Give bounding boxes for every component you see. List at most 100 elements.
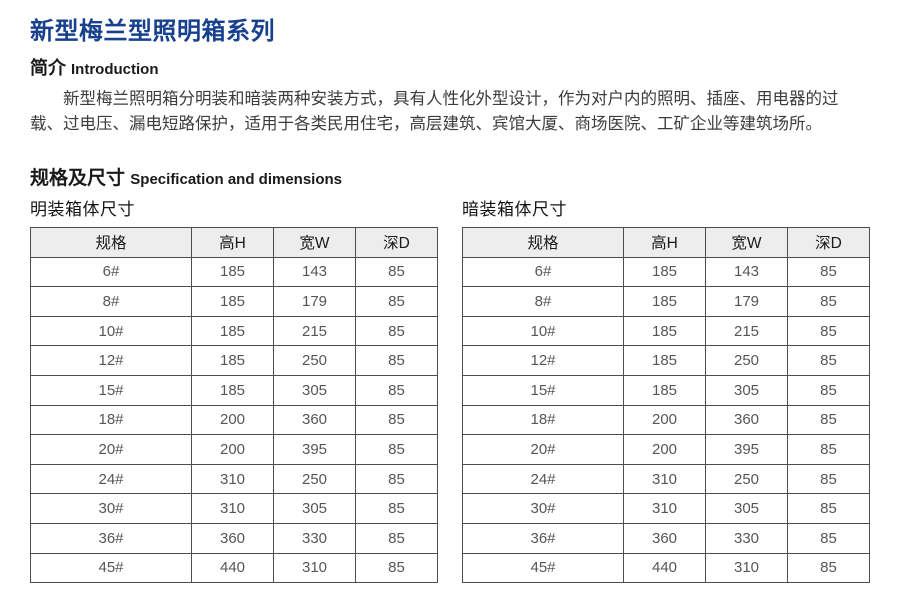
table-cell: 250 xyxy=(273,345,356,376)
table-cell: 310 xyxy=(191,463,274,495)
table-row: 30# 310 305 85 xyxy=(30,493,438,524)
table-cell: 250 xyxy=(705,345,788,376)
table-cell: 200 xyxy=(623,404,706,436)
table-cell: 179 xyxy=(705,286,788,317)
spec-section-heading: 规格及尺寸 Specification and dimensions xyxy=(30,163,342,190)
intro-paragraph-line-2: 载、过电压、漏电短路保护，适用于各类民用住宅，高层建筑、宾馆大厦、商场医院、工矿… xyxy=(30,115,822,133)
table-cell: 85 xyxy=(355,552,438,584)
table-cell: 15# xyxy=(30,374,192,406)
column-header: 高H xyxy=(623,227,706,258)
table-cell: 85 xyxy=(355,256,438,288)
table-cell: 305 xyxy=(705,493,788,524)
concealed-dimensions-table: 规格 高H 宽W 深D 6# 185 143 85 8# 185 179 85 10# 185 215 85… xyxy=(462,227,870,584)
concealed-table-block: 暗装箱体尺寸 规格 高H 宽W 深D 6# 185 143 85 8# 185 179 85 10# 1… xyxy=(462,195,870,584)
table-cell: 6# xyxy=(30,256,192,288)
table-cell: 310 xyxy=(623,493,706,524)
table-cell: 85 xyxy=(787,345,870,376)
table-cell: 85 xyxy=(355,522,438,554)
table-cell: 85 xyxy=(787,315,870,347)
table-cell: 10# xyxy=(462,315,624,347)
table-cell: 6# xyxy=(462,256,624,288)
column-header: 宽W xyxy=(705,227,788,258)
table-row: 8# 185 179 85 xyxy=(30,286,438,317)
table-cell: 185 xyxy=(191,315,274,347)
table-cell: 310 xyxy=(191,493,274,524)
table-cell: 185 xyxy=(191,256,274,288)
table-cell: 24# xyxy=(462,463,624,495)
table-cell: 360 xyxy=(705,404,788,436)
table-cell: 330 xyxy=(705,522,788,554)
table-cell: 440 xyxy=(623,552,706,584)
table-cell: 85 xyxy=(787,286,870,317)
table-cell: 20# xyxy=(462,434,624,465)
table-cell: 85 xyxy=(787,374,870,406)
column-header: 规格 xyxy=(462,227,624,258)
table-cell: 179 xyxy=(273,286,356,317)
column-header: 规格 xyxy=(30,227,192,258)
table-cell: 85 xyxy=(787,434,870,465)
table-cell: 305 xyxy=(705,374,788,406)
table-row: 36# 360 330 85 xyxy=(462,522,870,554)
table-cell: 85 xyxy=(787,256,870,288)
table-cell: 250 xyxy=(273,463,356,495)
table-row: 45# 440 310 85 xyxy=(462,552,870,584)
table-cell: 185 xyxy=(623,286,706,317)
table-cell: 85 xyxy=(787,404,870,436)
table-row: 6# 185 143 85 xyxy=(30,256,438,288)
table-cell: 85 xyxy=(355,315,438,347)
table-cell: 18# xyxy=(462,404,624,436)
table-cell: 85 xyxy=(787,493,870,524)
table-cell: 10# xyxy=(30,315,192,347)
surface-mounted-dimensions-table: 规格 高H 宽W 深D 6# 185 143 85 8# 185 179 85 10# 185 215 85… xyxy=(30,227,438,584)
table-cell: 200 xyxy=(623,434,706,465)
table-cell: 143 xyxy=(273,256,356,288)
table-cell: 250 xyxy=(705,463,788,495)
spec-heading-en: Specification and dimensions xyxy=(130,171,343,188)
column-header: 高H xyxy=(191,227,274,258)
table-cell: 12# xyxy=(30,345,192,376)
column-header: 宽W xyxy=(273,227,356,258)
table-row: 6# 185 143 85 xyxy=(462,256,870,288)
table-cell: 185 xyxy=(191,374,274,406)
table-cell: 360 xyxy=(273,404,356,436)
table-row: 24# 310 250 85 xyxy=(30,463,438,495)
table-row: 30# 310 305 85 xyxy=(462,493,870,524)
concealed-table-title: 暗装箱体尺寸 xyxy=(462,200,567,219)
table-cell: 143 xyxy=(705,256,788,288)
table-cell: 45# xyxy=(462,552,624,584)
intro-heading-zh: 简介 xyxy=(30,58,66,78)
table-row: 15# 185 305 85 xyxy=(462,374,870,406)
table-row: 18# 200 360 85 xyxy=(462,404,870,436)
table-cell: 305 xyxy=(273,374,356,406)
table-cell: 18# xyxy=(30,404,192,436)
table-cell: 395 xyxy=(705,434,788,465)
table-cell: 24# xyxy=(30,463,192,495)
table-header-row: 规格 高H 宽W 深D xyxy=(30,227,438,258)
table-cell: 8# xyxy=(462,286,624,317)
table-cell: 200 xyxy=(191,404,274,436)
table-cell: 310 xyxy=(705,552,788,584)
table-row: 10# 185 215 85 xyxy=(30,315,438,347)
table-cell: 310 xyxy=(273,552,356,584)
table-row: 24# 310 250 85 xyxy=(462,463,870,495)
table-cell: 30# xyxy=(30,493,192,524)
table-cell: 85 xyxy=(787,552,870,584)
table-cell: 85 xyxy=(355,493,438,524)
table-cell: 185 xyxy=(623,256,706,288)
table-cell: 20# xyxy=(30,434,192,465)
table-cell: 185 xyxy=(191,286,274,317)
table-row: 15# 185 305 85 xyxy=(30,374,438,406)
intro-heading-en: Introduction xyxy=(71,61,159,78)
table-cell: 305 xyxy=(273,493,356,524)
table-cell: 85 xyxy=(355,374,438,406)
table-cell: 360 xyxy=(623,522,706,554)
table-row: 18# 200 360 85 xyxy=(30,404,438,436)
table-cell: 395 xyxy=(273,434,356,465)
table-cell: 85 xyxy=(355,463,438,495)
table-cell: 185 xyxy=(191,345,274,376)
intro-section-heading: 简介 Introduction xyxy=(30,54,159,80)
table-cell: 310 xyxy=(623,463,706,495)
table-row: 36# 360 330 85 xyxy=(30,522,438,554)
table-cell: 85 xyxy=(787,463,870,495)
table-cell: 215 xyxy=(705,315,788,347)
